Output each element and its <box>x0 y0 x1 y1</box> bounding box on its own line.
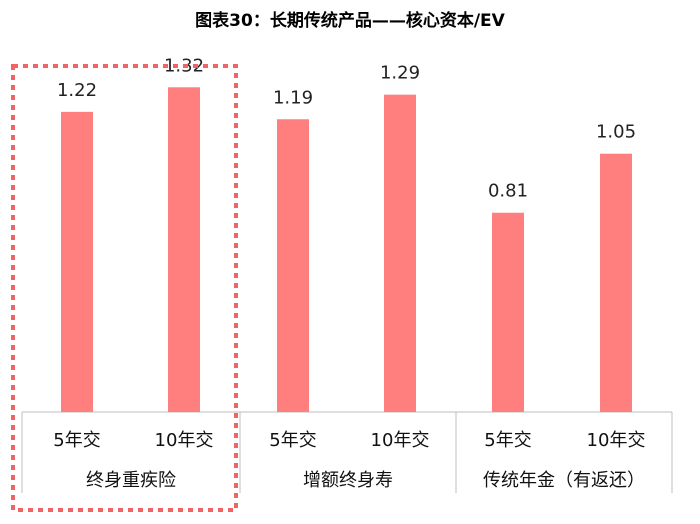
x-tick-label: 10年交 <box>155 430 214 451</box>
data-label: 1.05 <box>596 122 636 143</box>
group-label: 终身重疾险 <box>86 470 176 491</box>
group-label: 传统年金（有返还） <box>483 470 645 491</box>
bar <box>492 212 524 412</box>
data-label: 1.19 <box>273 87 313 108</box>
x-tick-label: 10年交 <box>371 430 430 451</box>
x-tick-label: 5年交 <box>53 430 100 451</box>
highlight-box <box>11 64 238 512</box>
x-tick-label: 5年交 <box>269 430 316 451</box>
bar <box>600 153 632 412</box>
data-label: 1.22 <box>57 80 97 101</box>
x-tick-label: 10年交 <box>587 430 646 451</box>
bar <box>61 111 93 412</box>
group-label: 增额终身寿 <box>303 470 393 491</box>
bar <box>384 94 416 412</box>
data-label: 1.29 <box>380 63 420 84</box>
x-tick-label: 5年交 <box>484 430 531 451</box>
chart-title: 图表30：长期传统产品——核心资本/EV <box>195 11 505 31</box>
bar <box>168 87 200 412</box>
bar <box>277 119 309 412</box>
data-label: 0.81 <box>488 181 528 202</box>
